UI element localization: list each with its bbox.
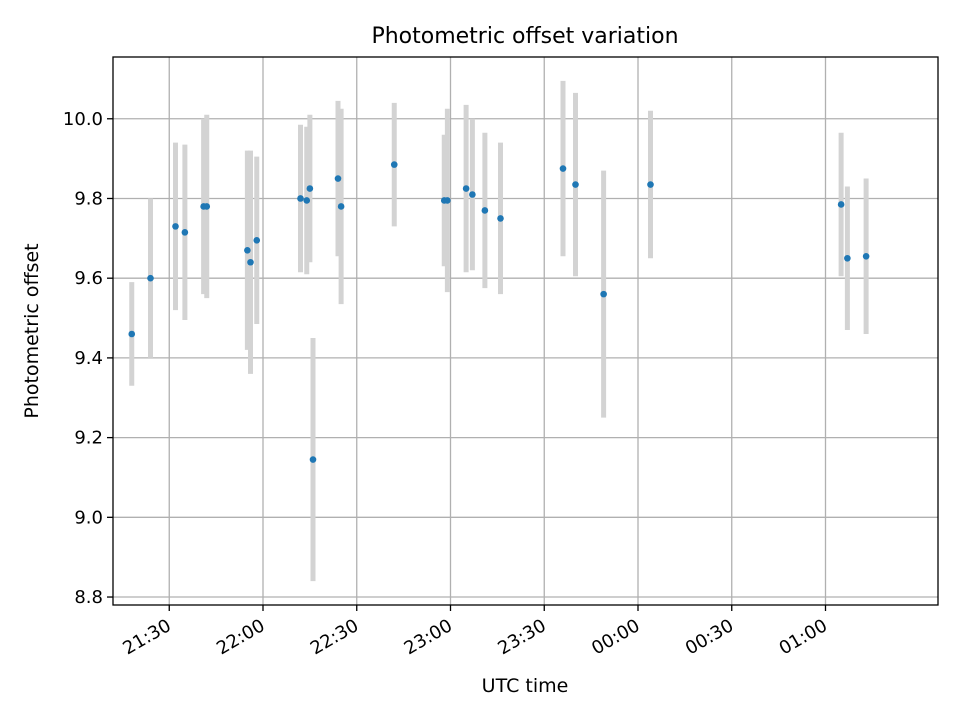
data-points (128, 161, 870, 463)
data-point (337, 203, 345, 210)
y-axis-ticks: 8.8 9.0 9.2 9.4 9.6 9.8 10.0 (63, 109, 113, 608)
y-tick-label: 9.0 (74, 507, 103, 528)
data-point (600, 290, 607, 298)
data-point (303, 197, 311, 204)
data-point (334, 175, 342, 182)
data-point (444, 197, 451, 204)
data-point (172, 223, 179, 230)
y-tick-label: 9.4 (74, 348, 103, 369)
data-point (837, 201, 845, 208)
data-point (297, 195, 304, 202)
data-point (481, 207, 489, 214)
y-tick-label: 10.0 (63, 109, 103, 130)
plot-frame (112, 56, 939, 606)
data-point (203, 203, 211, 210)
data-point (244, 246, 251, 254)
data-point (469, 191, 476, 198)
data-point (572, 181, 579, 188)
x-axis-label: UTC time (482, 675, 569, 697)
data-point (462, 185, 470, 192)
y-tick-label: 9.2 (74, 428, 103, 449)
data-point (247, 258, 254, 266)
data-point (390, 161, 398, 168)
data-point (128, 330, 136, 338)
chart-title: Photometric offset variation (371, 24, 678, 49)
y-tick-label: 8.8 (74, 587, 103, 608)
data-point (253, 237, 261, 244)
data-point (306, 185, 314, 192)
y-tick-label: 9.6 (74, 268, 103, 289)
data-point (559, 165, 567, 172)
data-point (309, 456, 317, 463)
data-point (497, 215, 504, 222)
y-tick-label: 9.8 (74, 188, 103, 209)
data-point (147, 274, 154, 282)
data-point (844, 254, 851, 262)
data-point (181, 229, 189, 236)
data-point (647, 181, 654, 188)
y-axis-label: Photometric offset (21, 243, 43, 418)
data-point (862, 252, 870, 260)
